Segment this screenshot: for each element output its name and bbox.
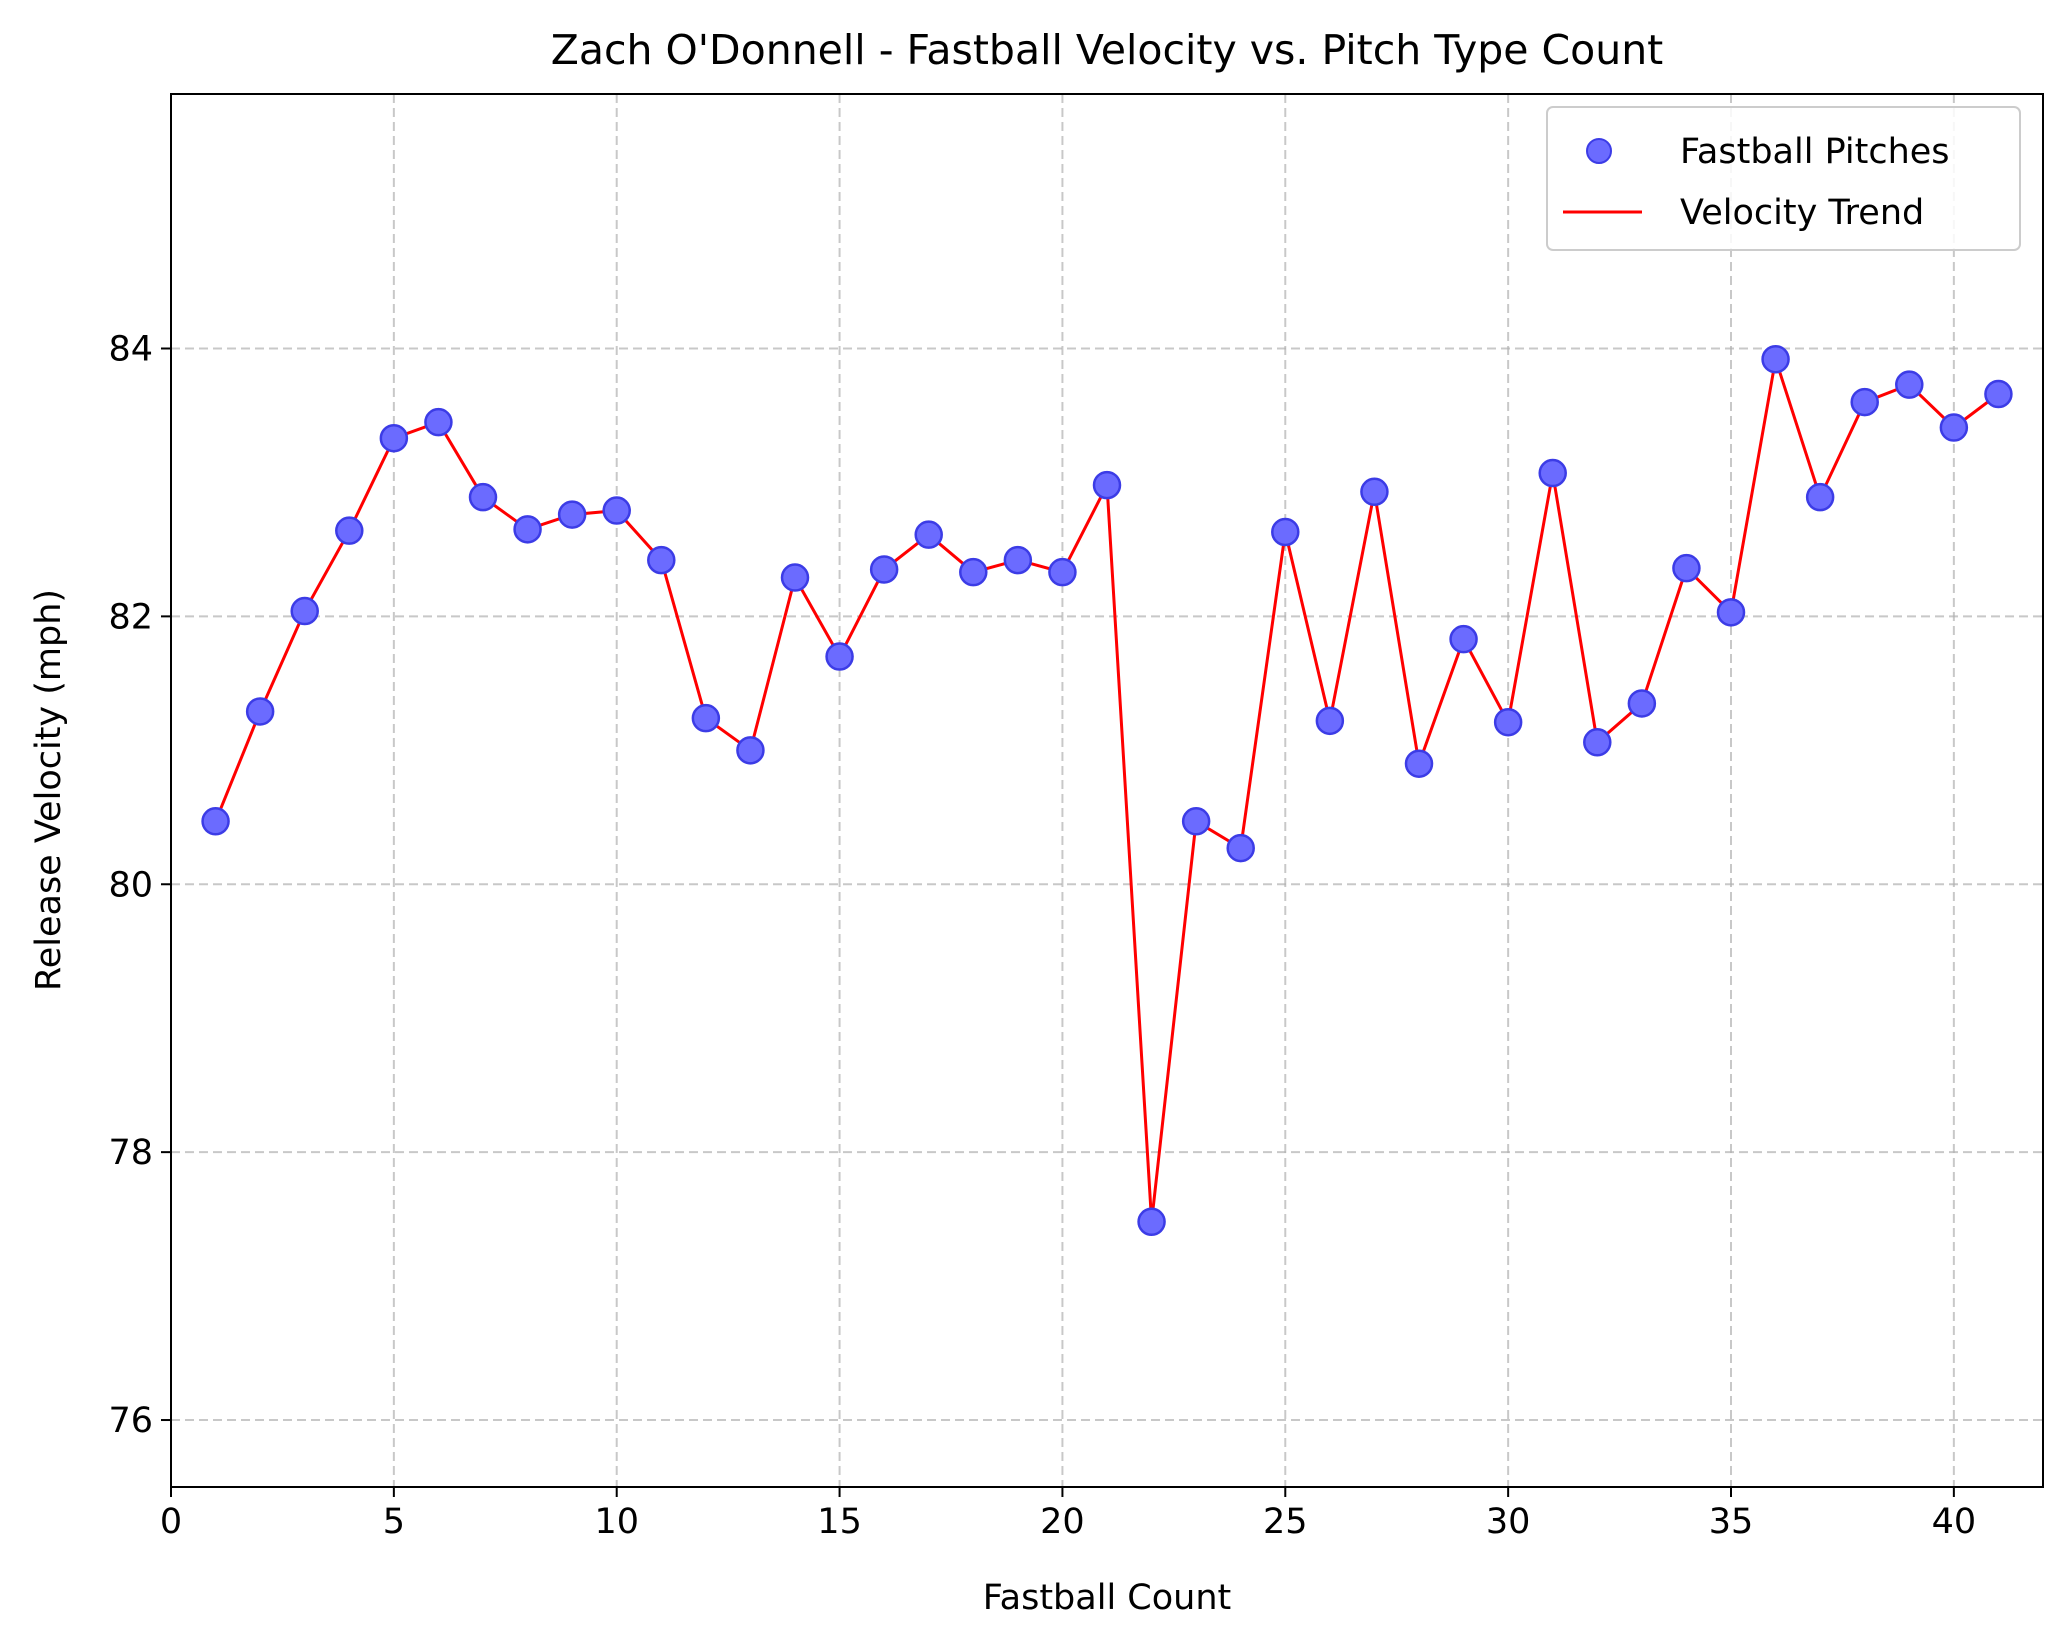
fastball-pitch-point bbox=[468, 482, 498, 512]
fastball-pitch-point bbox=[869, 555, 899, 584]
fastball-pitch-point bbox=[1716, 598, 1746, 627]
fastball-pitch-point bbox=[825, 642, 854, 671]
fastball-pitch-point bbox=[691, 703, 721, 733]
fastball-pitch-point bbox=[1850, 387, 1879, 417]
fastball-pitch-point bbox=[335, 516, 364, 545]
fastball-pitch-point bbox=[1493, 707, 1523, 737]
fastball-pitch-point bbox=[1672, 553, 1701, 583]
chart-title: Zach O'Donnell - Fastball Velocity vs. P… bbox=[551, 26, 1664, 74]
y-tick-label: 84 bbox=[108, 329, 153, 369]
x-tick-label: 20 bbox=[1040, 1502, 1085, 1542]
legend-label-fastball-pitches: Fastball Pitches bbox=[1680, 132, 1950, 172]
fastball-pitch-point bbox=[1404, 749, 1434, 778]
fastball-pitch-point bbox=[379, 423, 409, 453]
fastball-pitch-point bbox=[245, 697, 275, 726]
x-tick-label: 15 bbox=[817, 1502, 862, 1542]
x-tick-label: 10 bbox=[594, 1502, 639, 1542]
fastball-pitch-point bbox=[557, 500, 587, 529]
fastball-pitch-point bbox=[1226, 833, 1255, 863]
fastball-pitch-point bbox=[736, 736, 765, 765]
x-tick-label: 35 bbox=[1709, 1502, 1754, 1542]
tick-layer: 0 5 10 15 20 25 30 35 40 76 78 80 82 84 bbox=[108, 329, 1976, 1542]
fastball-pitch-point bbox=[1137, 1207, 1166, 1237]
fastball-pitch-point bbox=[1939, 413, 1969, 442]
fastball-pitch-point bbox=[1984, 379, 2013, 409]
fastball-pitch-point bbox=[424, 407, 453, 437]
y-tick-label: 80 bbox=[108, 865, 153, 905]
fastball-pitch-point bbox=[1360, 477, 1389, 507]
legend-marker-fastball-pitches bbox=[1586, 138, 1612, 164]
fastball-pitch-point bbox=[1449, 624, 1478, 654]
fastball-pitch-point bbox=[1895, 370, 1924, 399]
axes-frame bbox=[170, 93, 2044, 1488]
fastball-pitch-point bbox=[1538, 458, 1567, 488]
fastball-pitch-point bbox=[1181, 807, 1211, 836]
fastball-pitch-point bbox=[1271, 517, 1300, 547]
fastball-pitch-point bbox=[1761, 344, 1790, 374]
y-axis-label: Release Velocity (mph) bbox=[29, 589, 69, 991]
x-tick-label: 25 bbox=[1263, 1502, 1308, 1542]
x-tick-label: 5 bbox=[383, 1502, 405, 1542]
fastball-pitch-point bbox=[647, 545, 676, 575]
legend-box bbox=[1546, 106, 2021, 251]
fastball-pitch-point bbox=[290, 596, 319, 626]
y-tick-label: 82 bbox=[108, 597, 153, 637]
fastball-pitch-point bbox=[914, 520, 943, 549]
fastball-pitch-point bbox=[1315, 706, 1345, 736]
fastball-pitch-point bbox=[1805, 482, 1835, 512]
legend-label-velocity-trend: Velocity Trend bbox=[1680, 193, 1924, 233]
y-tick-label: 76 bbox=[108, 1401, 153, 1441]
legend: Fastball Pitches Velocity Trend bbox=[1546, 106, 2021, 251]
fastball-pitch-point bbox=[1092, 470, 1122, 500]
grid-layer bbox=[171, 94, 2043, 1487]
x-tick-label: 30 bbox=[1486, 1502, 1531, 1542]
fastball-pitch-point bbox=[959, 557, 988, 587]
fastball-pitch-point bbox=[201, 807, 230, 836]
scatter-point-layer bbox=[201, 344, 2013, 1237]
x-axis-label: Fastball Count bbox=[983, 1578, 1232, 1618]
fastball-pitch-point bbox=[1583, 728, 1612, 757]
fastball-pitch-point bbox=[1627, 689, 1657, 718]
x-tick-label: 40 bbox=[1932, 1502, 1977, 1542]
fastball-pitch-point bbox=[780, 563, 810, 592]
y-tick-label: 78 bbox=[108, 1133, 153, 1173]
fastball-pitch-point bbox=[1048, 557, 1077, 587]
fastball-pitch-point bbox=[513, 515, 542, 544]
fastball-pitch-point bbox=[602, 496, 631, 525]
x-tick-label: 0 bbox=[160, 1502, 182, 1542]
fastball-pitch-point bbox=[1003, 545, 1033, 575]
